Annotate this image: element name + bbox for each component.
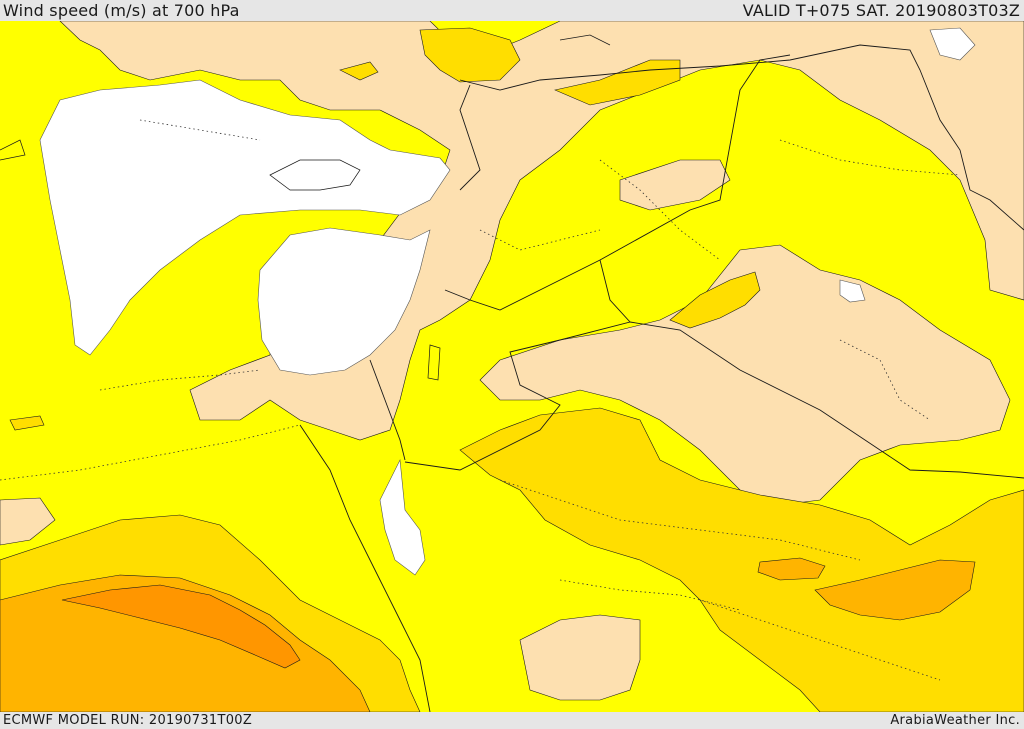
footer-bar: ECMWF MODEL RUN: 20190731T00Z ArabiaWeat… — [0, 712, 1024, 729]
map-title: Wind speed (m/s) at 700 hPa — [3, 1, 240, 20]
wind-speed-map[interactable] — [0, 21, 1024, 712]
coastlines — [0, 34, 611, 381]
model-run-label: ECMWF MODEL RUN: 20190731T00Z — [3, 713, 253, 728]
region-orange — [0, 557, 976, 712]
header-bar: Wind speed (m/s) at 700 hPa VALID T+075 … — [0, 0, 1024, 21]
region-calm — [39, 27, 976, 576]
credit-label: ArabiaWeather Inc. — [890, 713, 1020, 728]
valid-time-label: VALID T+075 SAT. 20190803T03Z — [742, 1, 1020, 20]
region-dark-orange — [61, 584, 301, 669]
admin-borders — [0, 119, 961, 681]
country-borders — [299, 44, 1024, 712]
